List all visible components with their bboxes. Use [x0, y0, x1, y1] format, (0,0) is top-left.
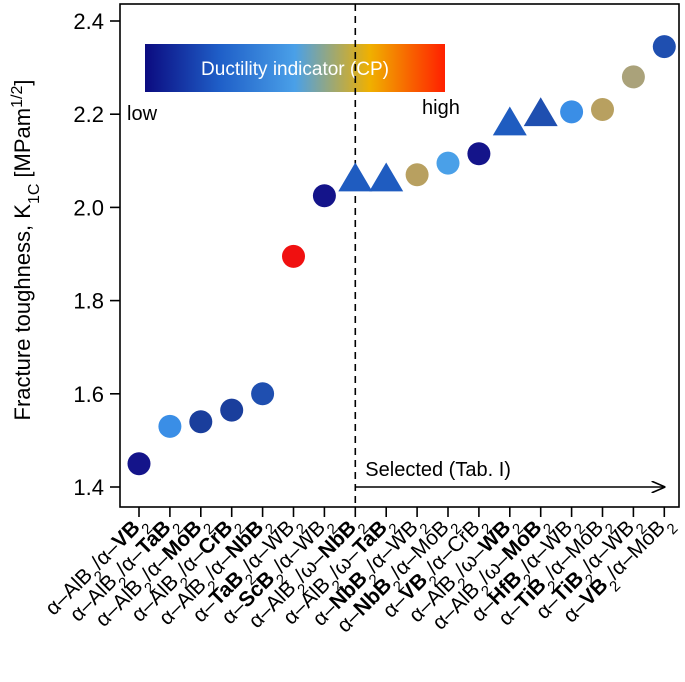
data-point-circle — [652, 35, 676, 59]
y-tick-label: 1.4 — [73, 475, 104, 500]
ductility-colorbar — [145, 44, 445, 92]
data-point-circle — [251, 382, 275, 406]
legend-high-label: high — [422, 97, 460, 119]
data-point-circle — [591, 98, 614, 122]
data-point-circle — [405, 163, 429, 187]
data-point-circle — [560, 100, 584, 124]
legend-low-label: low — [127, 103, 158, 125]
data-point-circle — [467, 142, 491, 166]
data-point-circle — [436, 151, 460, 175]
data-points — [127, 35, 676, 476]
y-tick-label: 2.4 — [73, 9, 104, 34]
data-point-circle — [282, 244, 305, 268]
y-tick-label: 2.0 — [73, 195, 104, 220]
data-point-circle — [220, 398, 244, 422]
data-point-triangle — [338, 162, 373, 192]
x-axis: α–AlB2/α–VB2α–AlB2/α–TaB2α–AlB2/α–MoB2α–… — [41, 507, 681, 637]
data-point-circle — [312, 184, 336, 208]
data-point-triangle — [369, 162, 404, 192]
y-axis: 1.4 1.6 1.8 2.0 2.2 2.4 — [73, 9, 120, 500]
selection-annotation: Selected (Tab. I) — [354, 4, 664, 507]
ductility-legend: Ductility indicator (CP) low high — [127, 44, 460, 125]
plot-frame — [119, 3, 680, 508]
data-point-triangle — [492, 106, 527, 136]
data-point-triangle — [523, 97, 558, 127]
y-axis-title: Fracture toughness, K1C[MPam1/2] — [9, 80, 43, 421]
y-tick-label: 1.8 — [73, 289, 104, 314]
y-tick-label: 1.6 — [73, 382, 104, 407]
data-point-circle — [158, 414, 182, 438]
selected-note: Selected (Tab. I) — [365, 459, 511, 481]
data-point-circle — [189, 410, 213, 434]
y-tick-label: 2.2 — [73, 102, 104, 127]
data-point-circle — [621, 65, 645, 89]
data-point-circle — [127, 452, 151, 476]
ductility-legend-title: Ductility indicator (CP) — [201, 59, 389, 80]
